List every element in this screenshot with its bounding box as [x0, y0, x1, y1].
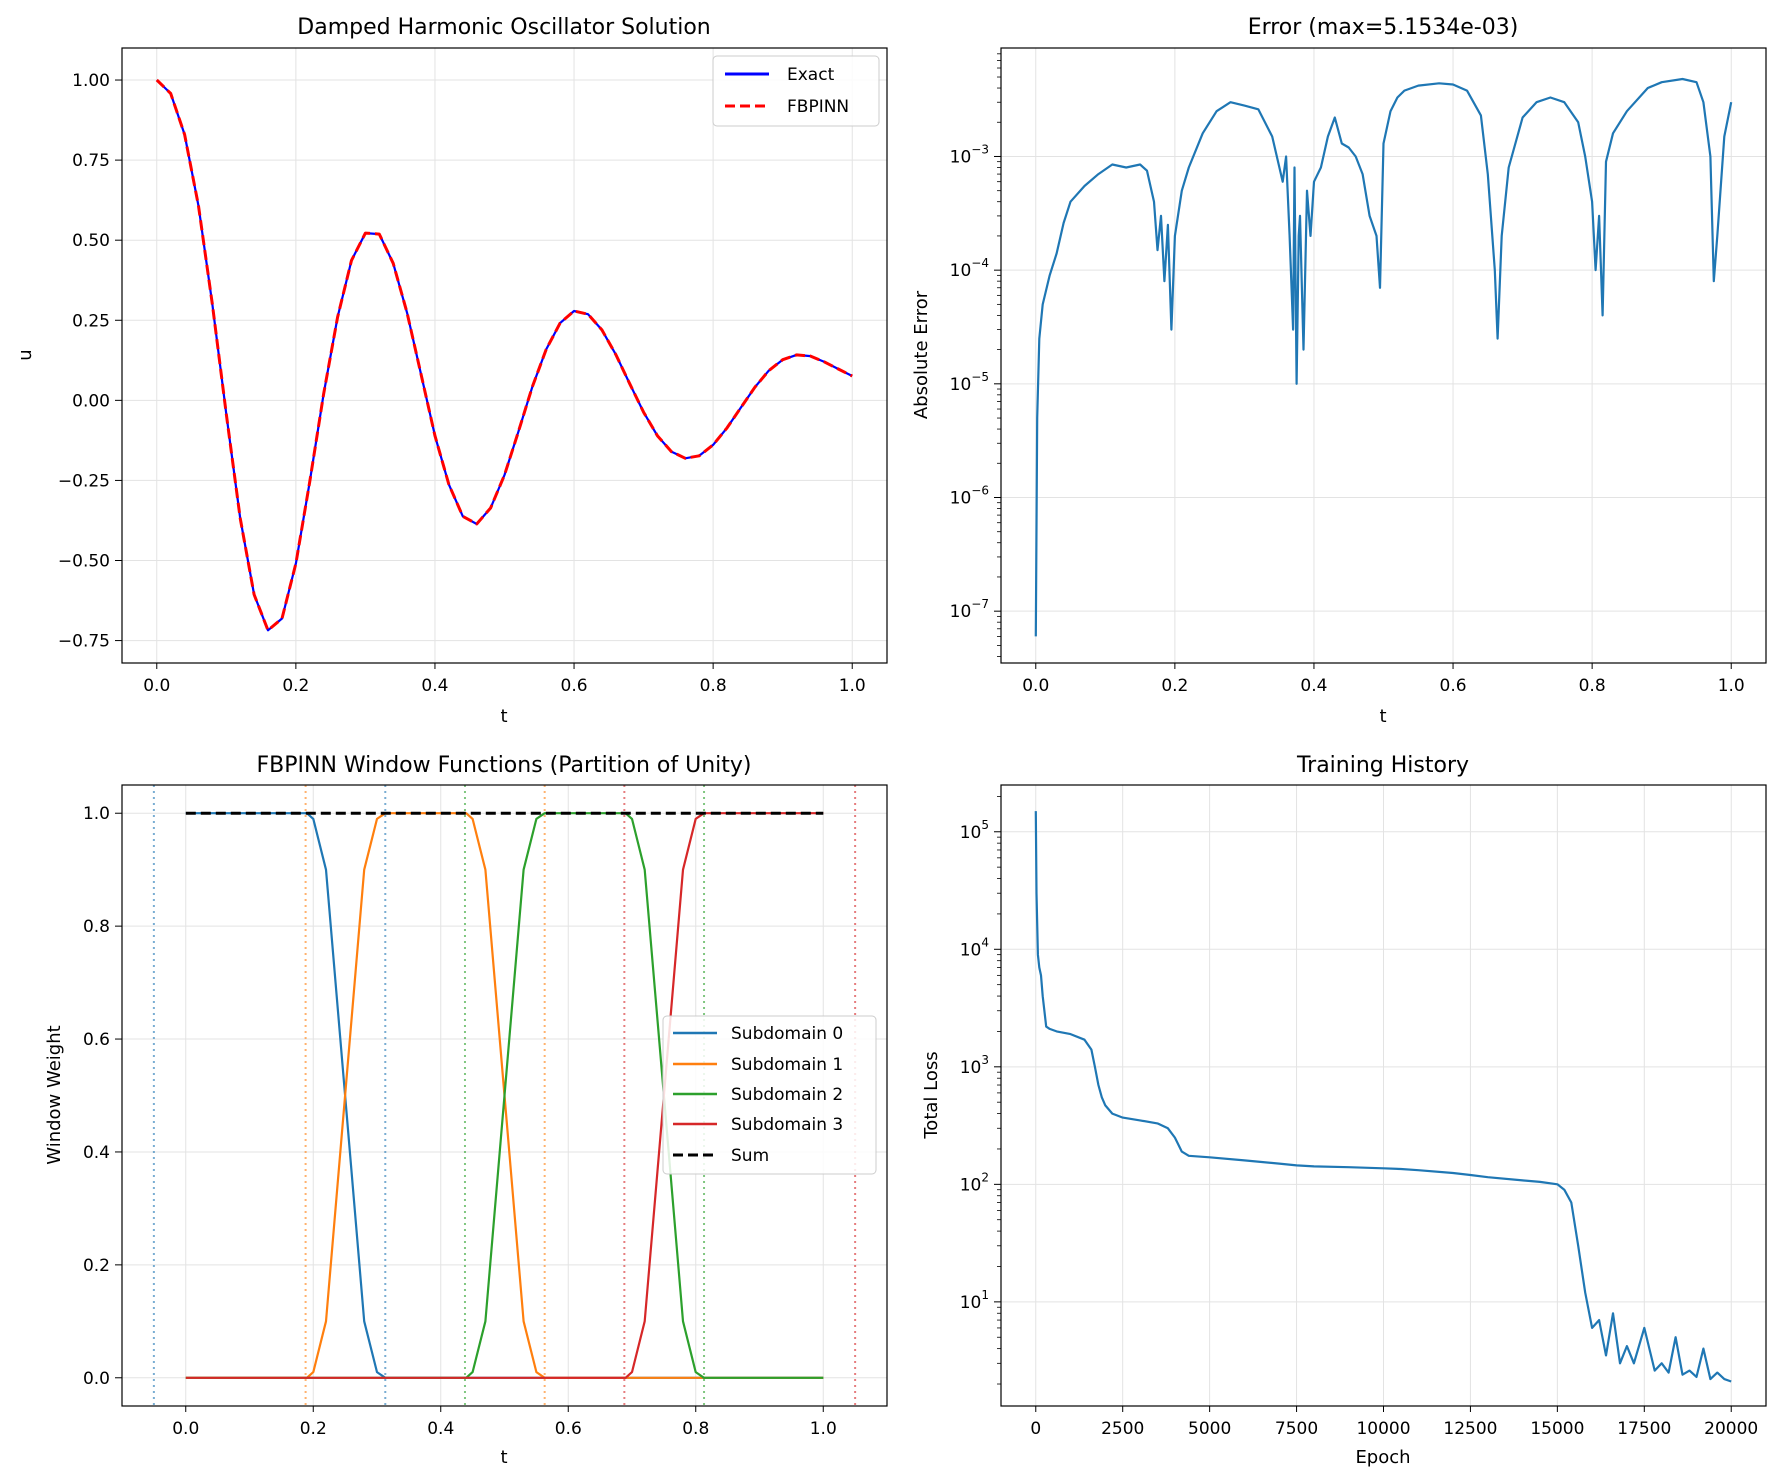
x-tick-label: 5000 [1188, 1419, 1231, 1439]
y-tick-label: 0.2 [83, 1256, 110, 1276]
x-axis-label: Epoch [1355, 1447, 1410, 1468]
y-tick-label: −0.25 [58, 471, 110, 491]
x-axis-label: t [500, 706, 507, 727]
y-tick-exponent: 3 [981, 1053, 989, 1067]
y-tick-label: 0.75 [72, 151, 110, 171]
y-tick-label: 10−4 [950, 256, 989, 281]
y-axis-label: Window Weight [44, 1025, 65, 1164]
x-tick-label: 17500 [1617, 1419, 1671, 1439]
y-tick-exponent: −4 [971, 256, 989, 270]
chart-title: FBPINN Window Functions (Partition of Un… [256, 753, 751, 778]
chart-title: Damped Harmonic Oscillator Solution [297, 15, 710, 40]
x-tick-label: 0.0 [1022, 676, 1049, 696]
x-tick-label: 0.6 [1440, 676, 1467, 696]
x-tick-label: 7500 [1275, 1419, 1318, 1439]
y-tick-label: 1.00 [72, 71, 110, 91]
y-tick-label: 0.0 [83, 1369, 110, 1389]
series-line-fbpinn [155, 78, 853, 632]
y-tick-exponent: 1 [981, 1288, 989, 1302]
axes-frame [121, 47, 888, 664]
x-tick-label: 0.4 [427, 1419, 454, 1439]
y-axis-label: u [15, 349, 36, 360]
legend-label-subdomain-2: Subdomain 2 [731, 1085, 843, 1105]
y-tick-label: 105 [960, 818, 989, 843]
y-tick-label: 103 [960, 1053, 989, 1078]
axes-frame [121, 784, 888, 1407]
y-axis-label: Total Loss [921, 1051, 942, 1139]
x-tick-label: 0.4 [1300, 676, 1327, 696]
legend-label-subdomain-3: Subdomain 3 [731, 1115, 843, 1135]
x-axis-label: t [500, 1447, 507, 1468]
y-axis-label: Absolute Error [911, 290, 932, 419]
y-tick-exponent: −6 [971, 483, 989, 497]
series-line-exact [156, 79, 853, 632]
x-tick-label: 0.6 [555, 1419, 582, 1439]
y-tick-label: 0.50 [72, 231, 110, 251]
y-tick-exponent: −7 [971, 597, 989, 611]
legend: Subdomain 0 Subdomain 1 Subdomain 2 Subd… [662, 1015, 877, 1175]
panel-window-functions: 0.0 0.2 0.4 0.6 0.8 1.0 1.0 0.8 0.6 0.4 0.2 0.0 FBP… [44, 753, 888, 1468]
y-tick-label: 104 [960, 935, 989, 960]
legend-box [662, 1015, 877, 1175]
y-tick-label: −0.50 [58, 552, 110, 572]
y-tick-exponent: −3 [971, 142, 989, 156]
y-tick-exponent: 2 [981, 1170, 989, 1184]
x-tick-label: 0.2 [282, 676, 309, 696]
x-tick-label: 0 [1030, 1419, 1041, 1439]
y-tick-label: 0.6 [83, 1030, 110, 1050]
y-tick-label: 10−6 [950, 483, 989, 508]
y-tick-label: −0.75 [58, 632, 110, 652]
x-tick-label: 0.2 [1161, 676, 1188, 696]
panel-training-history: 0 2500 5000 7500 10000 12500 15000 17500 20000 10… [921, 753, 1767, 1468]
series-line-main [1034, 811, 1732, 1383]
axes-frame [1000, 47, 1767, 664]
legend: Exact FBPINN [712, 55, 880, 127]
y-tick-label: 10−7 [950, 597, 989, 622]
chart-title: Error (max=5.1534e-03) [1248, 15, 1519, 40]
y-tick-label: 0.4 [83, 1143, 110, 1163]
y-tick-label: 0.00 [72, 391, 110, 411]
x-tick-label: 2500 [1101, 1419, 1144, 1439]
legend-label-sum: Sum [731, 1146, 769, 1166]
x-tick-label: 12500 [1443, 1419, 1497, 1439]
legend-label-fbpinn: FBPINN [787, 97, 849, 117]
axes-frame [1000, 784, 1767, 1407]
legend-label-subdomain-0: Subdomain 0 [731, 1024, 843, 1044]
x-tick-label: 1.0 [810, 1419, 837, 1439]
y-tick-exponent: −5 [971, 370, 989, 384]
panel-error: 0.0 0.2 0.4 0.6 0.8 1.0 10−3 10−4 10−5 10−6 10−7 E… [911, 15, 1767, 727]
x-tick-label: 0.2 [300, 1419, 327, 1439]
x-tick-label: 1.0 [1718, 676, 1745, 696]
legend-label-subdomain-1: Subdomain 1 [731, 1055, 843, 1075]
x-tick-label: 20000 [1704, 1419, 1758, 1439]
y-tick-exponent: 5 [981, 818, 989, 832]
x-tick-label: 0.0 [143, 676, 170, 696]
y-tick-label: 0.8 [83, 917, 110, 937]
x-tick-label: 1.0 [839, 676, 866, 696]
series-line-subdomain-1 [185, 812, 824, 1379]
series-line-main [1034, 77, 1733, 637]
x-tick-label: 0.8 [682, 1419, 709, 1439]
x-tick-label: 15000 [1530, 1419, 1584, 1439]
y-tick-label: 1.0 [83, 804, 110, 824]
x-tick-label: 0.8 [700, 676, 727, 696]
legend-label-exact: Exact [787, 65, 835, 85]
chart-title: Training History [1296, 753, 1469, 778]
y-tick-label: 101 [960, 1288, 989, 1313]
x-axis-label: t [1379, 706, 1386, 727]
x-tick-label: 0.8 [1579, 676, 1606, 696]
y-tick-label: 102 [960, 1170, 989, 1195]
y-tick-label: 0.25 [72, 311, 110, 331]
y-tick-label: 10−3 [950, 142, 989, 167]
x-tick-label: 0.6 [561, 676, 588, 696]
panel-solution: 0.0 0.2 0.4 0.6 0.8 1.0 1.00 0.75 0.50 0.25 0.00 −0… [15, 15, 888, 727]
x-tick-label: 10000 [1356, 1419, 1410, 1439]
y-tick-exponent: 4 [981, 935, 989, 949]
x-tick-label: 0.4 [421, 676, 448, 696]
y-tick-label: 10−5 [950, 370, 989, 395]
x-tick-label: 0.0 [172, 1419, 199, 1439]
